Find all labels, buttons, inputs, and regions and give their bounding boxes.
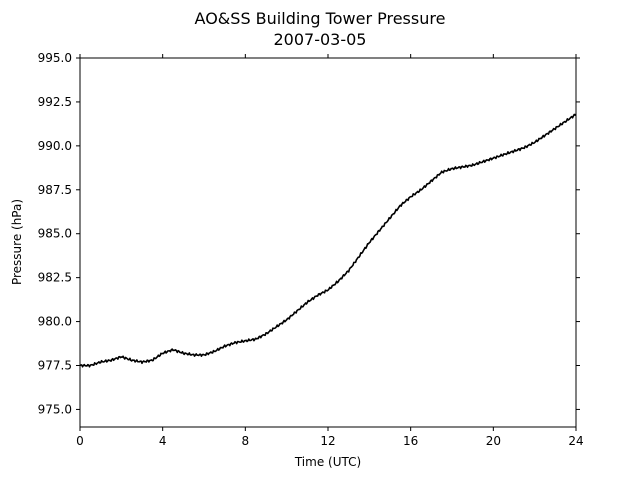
x-tick-label-5: 20 [486,434,501,448]
x-tick-label-1: 4 [159,434,167,448]
y-tick-label-4: 985.0 [38,227,72,241]
y-tick-label-2: 980.0 [38,315,72,329]
x-tick-label-4: 16 [403,434,418,448]
y-tick-label-3: 982.5 [38,271,72,285]
y-tick-label-6: 990.0 [38,139,72,153]
x-tick-label-2: 8 [242,434,250,448]
y-tick-label-1: 977.5 [38,359,72,373]
x-tick-label-6: 24 [568,434,583,448]
y-tick-label-0: 975.0 [38,402,72,416]
x-tick-label-0: 0 [76,434,84,448]
series-line-0 [79,113,577,368]
plot-area: 0 4 8 12 16 20 24 975.0 977.5 980.0 982.5 985.0 987.… [38,51,584,448]
chart-title: AO&SS Building Tower Pressure [195,9,446,28]
y-axis-label: Pressure (hPa) [10,199,24,285]
y-tick-label-5: 987.5 [38,183,72,197]
x-tick-label-3: 12 [320,434,335,448]
y-tick-label-7: 992.5 [38,95,72,109]
plot-frame [79,57,577,428]
x-axis-label: Time (UTC) [294,455,361,469]
y-tick-label-8: 995.0 [38,51,72,65]
chart-subtitle: 2007-03-05 [274,30,367,49]
